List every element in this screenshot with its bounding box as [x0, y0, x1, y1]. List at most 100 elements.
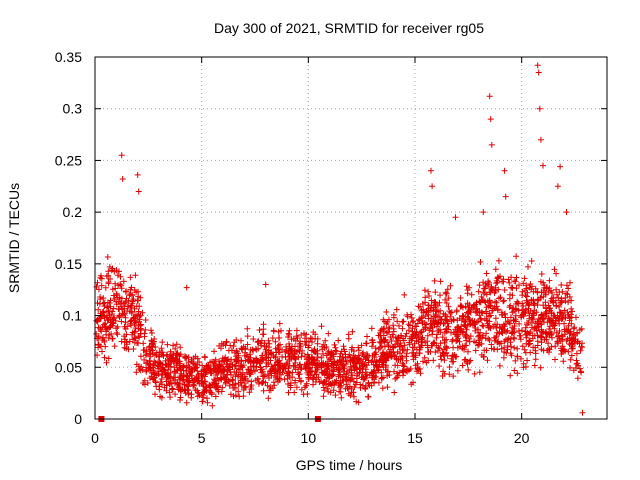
- data-point: [564, 309, 571, 316]
- data-point: [255, 345, 262, 352]
- data-point: [381, 351, 388, 358]
- data-point: [452, 331, 459, 338]
- data-point: [319, 343, 326, 350]
- data-point: [531, 302, 538, 309]
- data-point: [412, 352, 419, 359]
- data-point: [395, 372, 401, 379]
- data-point: [404, 313, 411, 320]
- data-point: [307, 335, 314, 342]
- data-point: [224, 358, 231, 365]
- data-point: [314, 340, 321, 347]
- data-point: [157, 393, 164, 400]
- data-point: [128, 317, 135, 324]
- data-point: [192, 353, 199, 360]
- data-point: [276, 375, 283, 382]
- data-point: [509, 305, 516, 312]
- data-point: [276, 361, 283, 367]
- data-point: [514, 298, 521, 305]
- data-point: [100, 300, 107, 307]
- data-point: [401, 291, 408, 298]
- data-point: [501, 167, 508, 174]
- data-point: [272, 338, 279, 345]
- data-point: [426, 293, 432, 299]
- data-point: [446, 364, 453, 370]
- data-point: [567, 356, 574, 363]
- data-point: [250, 347, 257, 354]
- data-point: [444, 318, 451, 325]
- data-point: [461, 321, 468, 328]
- data-point: [195, 390, 202, 397]
- data-point: [132, 272, 139, 279]
- data-point: [103, 326, 110, 333]
- data-point: [520, 360, 527, 367]
- data-point: [393, 306, 400, 313]
- data-point: [219, 384, 226, 391]
- data-point: [508, 284, 515, 291]
- data-point: [318, 323, 325, 330]
- data-point: [183, 284, 190, 291]
- data-point: [268, 370, 275, 377]
- data-point: [336, 369, 343, 376]
- data-point: [405, 327, 412, 334]
- data-point: [274, 370, 281, 377]
- data-point: [108, 319, 115, 326]
- data-point: [437, 278, 444, 285]
- data-point: [428, 167, 434, 174]
- data-point: [303, 356, 310, 363]
- data-point: [404, 346, 411, 353]
- data-point: [218, 358, 225, 365]
- data-point: [388, 338, 395, 344]
- data-point: [501, 297, 507, 304]
- data-point: [98, 275, 105, 282]
- data-point: [428, 315, 435, 322]
- data-point: [177, 344, 184, 351]
- data-point: [485, 335, 492, 342]
- data-point: [207, 359, 214, 366]
- data-point: [240, 343, 247, 350]
- data-point: [435, 327, 442, 334]
- data-point: [299, 350, 305, 357]
- y-tick-label: 0: [74, 411, 82, 427]
- data-point: [301, 353, 308, 359]
- data-point: [349, 328, 356, 335]
- data-point: [421, 287, 428, 294]
- data-point: [353, 360, 360, 367]
- data-point: [495, 338, 502, 345]
- data-point: [487, 325, 494, 332]
- data-point: [237, 377, 244, 384]
- data-point: [286, 356, 293, 363]
- data-point: [135, 188, 142, 195]
- data-point: [441, 339, 448, 346]
- data-point: [181, 382, 188, 388]
- data-point: [577, 365, 583, 372]
- data-point: [384, 384, 391, 391]
- data-point: [286, 374, 293, 381]
- data-point: [437, 292, 443, 299]
- data-point: [548, 332, 554, 338]
- data-point: [533, 327, 540, 334]
- data-point: [570, 367, 577, 374]
- data-point: [141, 356, 148, 363]
- data-point: [384, 354, 391, 361]
- data-point: [545, 340, 552, 347]
- data-point: [260, 331, 267, 338]
- data-point: [417, 329, 423, 336]
- data-point: [379, 385, 386, 392]
- data-point: [384, 319, 391, 325]
- data-point: [365, 359, 372, 366]
- data-point: [378, 343, 385, 350]
- data-point: [156, 349, 163, 356]
- data-point: [220, 365, 227, 372]
- data-point: [397, 332, 404, 339]
- data-point: [331, 358, 337, 365]
- data-point: [458, 303, 465, 310]
- data-point: [281, 363, 288, 370]
- data-point: [93, 317, 100, 324]
- data-point: [385, 329, 392, 335]
- data-point: [523, 285, 530, 292]
- data-point: [377, 332, 384, 339]
- data-point: [267, 383, 274, 390]
- data-point: [400, 362, 407, 369]
- data-point: [394, 362, 401, 369]
- data-point: [332, 344, 339, 351]
